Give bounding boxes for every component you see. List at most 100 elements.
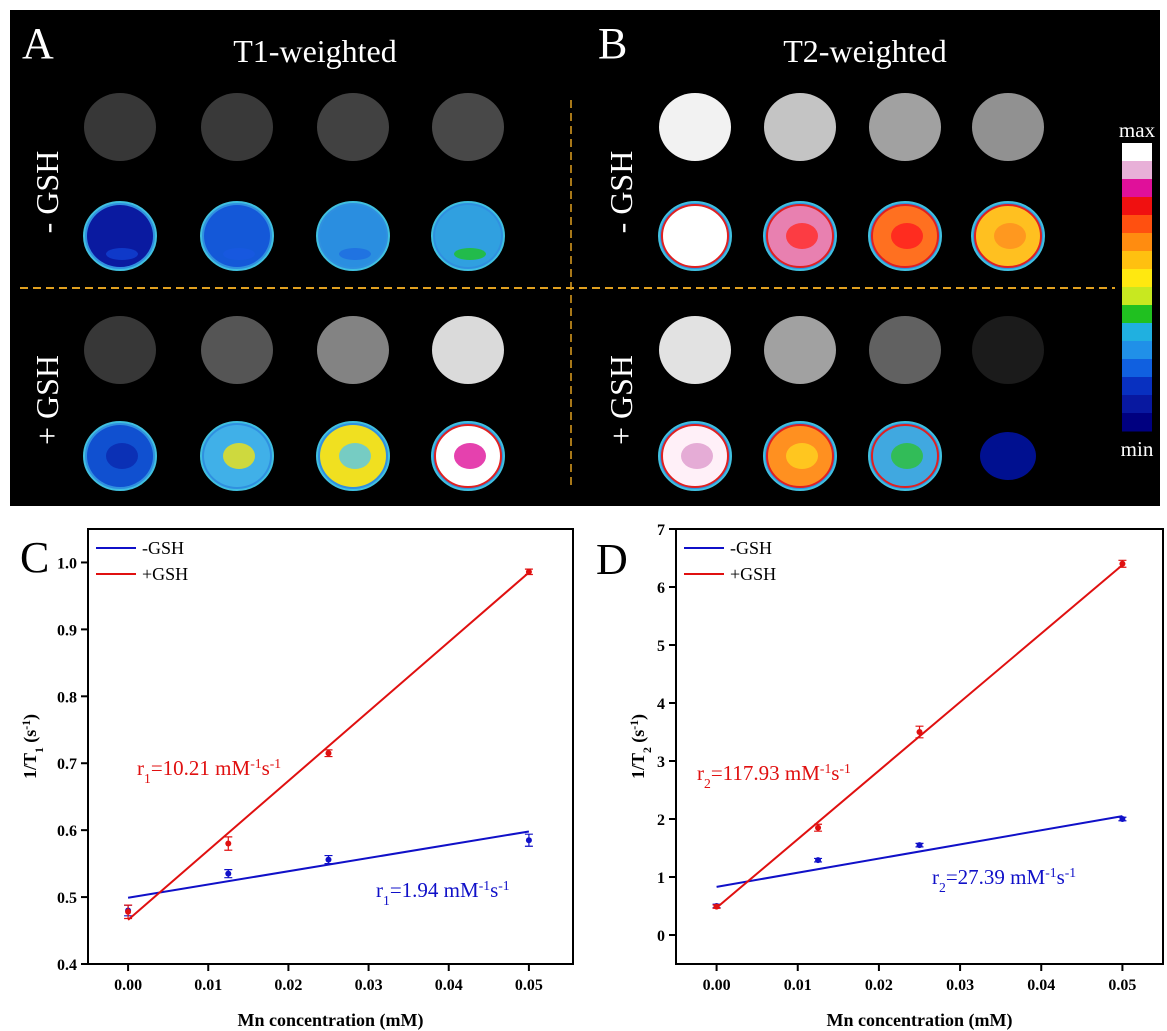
- phantom: [432, 316, 504, 384]
- x-tick-label: 0.04: [435, 977, 463, 994]
- text-part: 1: [144, 771, 151, 786]
- x-tick-label: 0.05: [515, 977, 543, 994]
- text-part: s: [1057, 865, 1065, 889]
- colorbar-segment: [1122, 341, 1152, 360]
- text-part: 1: [383, 893, 390, 908]
- colorbar-segment: [1122, 251, 1152, 270]
- text-part: =27.39 mM: [946, 865, 1046, 889]
- phantom: [201, 316, 273, 384]
- y-tick-label: 0.5: [57, 890, 77, 907]
- colorbar-label: min: [1121, 437, 1154, 461]
- legend-label: +GSH: [142, 564, 188, 584]
- y-tick-label: 0.8: [57, 689, 77, 706]
- colorbar-segment: [1122, 179, 1152, 198]
- phantom: [891, 443, 923, 469]
- y-tick-label: 6: [657, 580, 665, 597]
- plot-frame: [676, 529, 1163, 964]
- annotation: r1=1.94 mM-1s-1: [376, 878, 510, 908]
- point: [225, 871, 231, 877]
- text-part: r: [697, 761, 704, 785]
- text-part: r: [376, 878, 383, 902]
- x-tick-label: 0.01: [784, 977, 812, 994]
- row-label: - GSH: [603, 151, 639, 234]
- colorbar-segment: [1122, 269, 1152, 288]
- colorbar-label: max: [1119, 118, 1156, 142]
- y-tick-label: 7: [657, 522, 665, 539]
- legend-label: -GSH: [142, 538, 184, 558]
- text-part: s: [262, 756, 270, 780]
- y-tick-label: 3: [657, 754, 665, 771]
- text-part: ): [628, 714, 649, 720]
- text-part: -1: [820, 761, 831, 776]
- annotation: r2=27.39 mM-1s-1: [932, 865, 1076, 895]
- panel-label: B: [598, 19, 627, 68]
- phantom: [869, 93, 941, 161]
- text-part: 1/T: [20, 753, 40, 779]
- phantom: [339, 443, 371, 469]
- colorbar-segment: [1122, 395, 1152, 414]
- annotation: r1=10.21 mM-1s-1: [137, 756, 281, 786]
- y-tick-label: 0.7: [57, 756, 77, 773]
- y-tick-label: 1: [657, 870, 665, 887]
- x-tick-label: 0.04: [1027, 977, 1055, 994]
- phantom: [869, 316, 941, 384]
- phantom: [786, 223, 818, 249]
- colorbar-segment: [1122, 215, 1152, 234]
- colorbar-segment: [1122, 377, 1152, 396]
- x-tick-label: 0.02: [274, 977, 302, 994]
- phantom: [786, 443, 818, 469]
- colorbar-segment: [1122, 359, 1152, 378]
- colorbar-segment: [1122, 161, 1152, 180]
- colorbar-segment: [1122, 233, 1152, 252]
- figure: A T1-weighted B T2-weighted - GSH + GSH …: [0, 0, 1167, 1031]
- y-tick-label: 2: [657, 812, 665, 829]
- phantom: [317, 93, 389, 161]
- text-part: -1: [839, 761, 850, 776]
- annotation: r2=117.93 mM-1s-1: [697, 761, 851, 791]
- plot-frame: [88, 529, 573, 964]
- y-axis-label: 1/T2 (s-1): [628, 714, 654, 779]
- panel-title: T1-weighted: [233, 33, 397, 69]
- x-tick-label: 0.01: [194, 977, 222, 994]
- phantom: [764, 93, 836, 161]
- x-axis-label: Mn concentration (mM): [238, 1010, 424, 1031]
- text-part: -1: [20, 720, 33, 730]
- row-label: + GSH: [29, 355, 65, 445]
- text-part: =1.94 mM: [390, 878, 479, 902]
- point: [714, 904, 720, 910]
- text-part: -1: [250, 756, 261, 771]
- text-part: ): [20, 714, 41, 720]
- fit-line: [128, 573, 529, 920]
- y-tick-label: 0.4: [57, 957, 77, 974]
- phantom: [891, 223, 923, 249]
- point: [325, 857, 331, 863]
- colorbar-segment: [1122, 305, 1152, 324]
- x-tick-label: 0.00: [703, 977, 731, 994]
- phantom: [432, 93, 504, 161]
- point: [225, 841, 231, 847]
- phantom: [317, 316, 389, 384]
- y-axis-label: 1/T1 (s-1): [20, 714, 46, 779]
- phantom: [659, 93, 731, 161]
- text-part: 1/T: [628, 753, 648, 779]
- text-part: -1: [479, 878, 490, 893]
- y-tick-label: 0.9: [57, 622, 77, 639]
- panel-label: A: [22, 19, 54, 68]
- phantom: [972, 316, 1044, 384]
- phantom: [454, 443, 486, 469]
- text-part: r: [137, 756, 144, 780]
- y-tick-label: 5: [657, 638, 665, 655]
- colorbar-segment: [1122, 287, 1152, 306]
- text-part: -1: [1065, 865, 1076, 880]
- y-tick-label: 4: [657, 696, 665, 713]
- point: [125, 909, 131, 915]
- phantom: [659, 316, 731, 384]
- y-tick-label: 0.6: [57, 823, 77, 840]
- text-part: (s: [628, 730, 649, 748]
- x-tick-label: 0.02: [865, 977, 893, 994]
- text-part: (s: [20, 730, 41, 748]
- panel-label: C: [20, 533, 49, 582]
- text-part: -1: [628, 720, 641, 730]
- text-part: -1: [498, 878, 509, 893]
